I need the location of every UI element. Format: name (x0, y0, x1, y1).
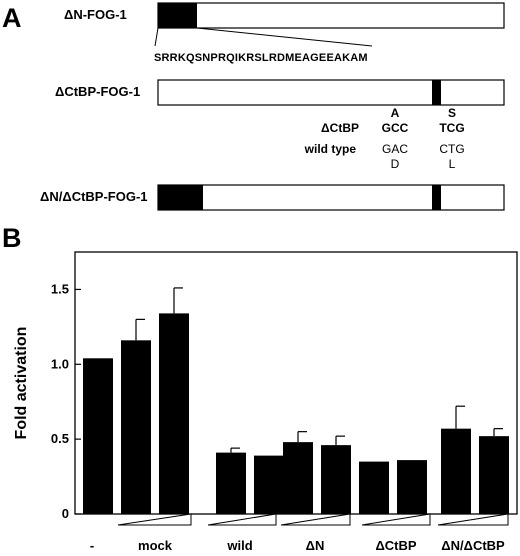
bar (441, 428, 471, 514)
bar (479, 436, 509, 514)
dose-ramp (361, 513, 431, 526)
category-label: ΔCtBP (375, 538, 416, 553)
sequence-callout-right (196, 27, 373, 47)
y-tick-label: 0.5 (51, 431, 69, 446)
mut-aa-a: A (391, 106, 400, 120)
mut-aa-d: D (391, 157, 400, 171)
bar (359, 461, 389, 514)
bar (321, 445, 351, 514)
construct-dctbp-label: ΔCtBP-FOG-1 (55, 84, 140, 99)
panel-b-letter: B (2, 223, 22, 253)
bar (83, 358, 113, 514)
construct-dn-dctbp-label: ΔN/ΔCtBP-FOG-1 (40, 189, 148, 204)
construct-dn-dctbp-deleted-region (158, 185, 203, 210)
mut-codon-gac: GAC (382, 142, 408, 156)
category-labels: - mock wild ΔN ΔCtBP ΔN/ΔCtBP (90, 538, 505, 553)
y-tick-label: 1.0 (51, 356, 69, 371)
construct-dctbp-box (157, 79, 505, 106)
dose-ramp (437, 513, 509, 526)
mut-aa-s: S (448, 106, 456, 120)
mut-aa-l: L (449, 157, 456, 171)
bar (397, 460, 427, 514)
mut-codon-ctg: CTG (439, 142, 464, 156)
category-label: wild (226, 538, 252, 553)
deleted-sequence: SRRKQSNPRQIKRSLRDMEAGEEAKAM (154, 52, 368, 64)
construct-dn-label: ΔN-FOG-1 (64, 7, 127, 22)
bar (121, 340, 151, 514)
mut-row-wildtype: wild type (304, 142, 357, 156)
bars (83, 313, 509, 514)
bar (254, 455, 284, 514)
category-label: ΔN (306, 538, 325, 553)
construct-dn-dctbp-box (157, 184, 505, 211)
bar (216, 452, 246, 514)
y-axis-title: Fold activation (13, 327, 30, 440)
construct-dctbp-mutation-site (432, 80, 441, 105)
dose-ramp (207, 513, 277, 526)
dose-ramp (117, 513, 192, 526)
bar (283, 442, 313, 514)
dose-ramp (280, 513, 351, 526)
mut-row-dctbp: ΔCtBP (321, 121, 359, 135)
category-label: ΔN/ΔCtBP (441, 538, 505, 553)
y-tick-label: 1.5 (51, 281, 69, 296)
construct-dn-dctbp-mutation-site (432, 185, 441, 210)
category-label: mock (138, 538, 173, 553)
construct-dn-deleted-region (158, 3, 197, 28)
bar (159, 313, 189, 514)
error-bars (135, 287, 503, 453)
construct-dn-box (157, 2, 505, 29)
dose-ramps (117, 513, 509, 526)
sequence-callout-left (154, 27, 159, 47)
mut-codon-gcc: GCC (382, 121, 409, 135)
y-axis-ticks: 0 0.5 1.0 1.5 (51, 281, 81, 521)
category-label: - (90, 538, 94, 553)
y-tick-label: 0 (62, 506, 69, 521)
panel-a-letter: A (2, 3, 22, 33)
mut-codon-tcg: TCG (439, 121, 464, 135)
